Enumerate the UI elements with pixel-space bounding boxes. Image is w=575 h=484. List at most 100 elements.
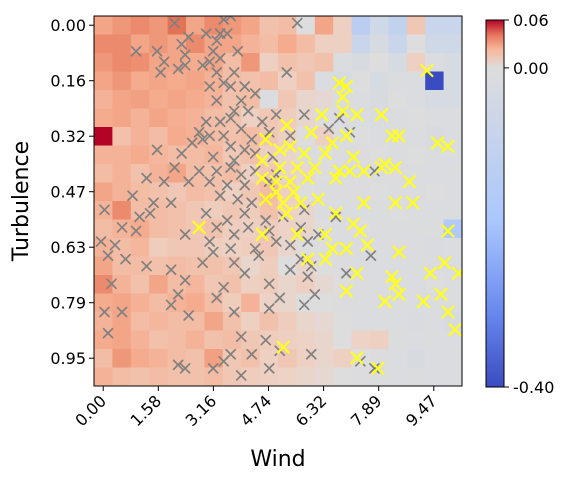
scatter-point — [255, 153, 269, 168]
scatter-point — [99, 204, 110, 216]
heatmap-cell — [241, 312, 261, 332]
scatter-point — [155, 67, 166, 78]
scatter-point — [283, 139, 297, 153]
scatter-point — [298, 204, 310, 216]
heatmap-cell — [222, 34, 242, 54]
heatmap-cell — [351, 275, 371, 295]
heatmap-cell — [278, 330, 297, 350]
heatmap-cell — [241, 34, 261, 54]
heatmap-cell — [351, 312, 371, 332]
heatmap-cell — [333, 238, 353, 258]
scatter-point — [246, 348, 258, 360]
heatmap-cell — [443, 108, 462, 128]
plot-frame — [93, 15, 463, 387]
heatmap-cell — [296, 312, 316, 332]
scatter-point — [346, 150, 360, 164]
heatmap-cell — [314, 201, 334, 221]
heatmap-cell — [443, 275, 462, 295]
scatter-point — [280, 118, 294, 132]
heatmap-cell — [222, 182, 242, 202]
scatter-point — [151, 45, 163, 57]
heatmap-cell — [296, 182, 316, 202]
scatter-point — [235, 331, 247, 343]
heatmap-cell — [167, 71, 187, 91]
heatmap-cell — [425, 201, 445, 221]
heatmap-cell — [167, 145, 187, 165]
scatter-point — [144, 207, 156, 219]
heatmap-cell — [130, 164, 150, 184]
scatter-point — [260, 334, 272, 346]
scatter-point — [269, 175, 283, 189]
heatmap-cell — [425, 145, 445, 165]
heatmap-cell — [351, 201, 371, 221]
heatmap-cell — [112, 201, 132, 221]
scatter-point — [228, 257, 240, 269]
scatter-point — [165, 299, 177, 311]
heatmap-cell — [443, 127, 462, 147]
heatmap-cell — [259, 293, 279, 313]
heatmap-cell — [204, 275, 224, 295]
heatmap-cell — [370, 16, 389, 36]
heatmap-cell — [388, 312, 408, 332]
scatter-point — [301, 171, 315, 185]
scatter-point — [434, 287, 448, 301]
heatmap-cell — [351, 71, 371, 91]
heatmap-cell — [130, 201, 150, 221]
scatter-point — [374, 108, 388, 122]
x-tick-label: 6.32 — [292, 391, 331, 430]
scatter-point — [263, 225, 275, 237]
scatter-point — [211, 292, 223, 304]
scatter-point — [260, 215, 272, 226]
scatter-point — [336, 90, 350, 104]
heatmap-cell — [167, 108, 187, 128]
scatter-point — [388, 277, 403, 291]
scatter-point — [263, 126, 275, 138]
heatmap-cell — [94, 145, 113, 165]
scatter-point — [259, 192, 273, 206]
heatmap-cell — [222, 201, 242, 221]
heatmap-cell — [149, 275, 169, 295]
scatter-point — [183, 310, 194, 321]
heatmap-cell — [388, 108, 408, 128]
scatter-point — [179, 274, 191, 286]
heatmap-cell — [149, 53, 169, 73]
scatter-point — [207, 363, 219, 374]
heatmap-cell — [443, 90, 462, 110]
heatmap-cell — [112, 71, 132, 91]
scatter-point — [214, 52, 226, 64]
scatter-point — [339, 284, 353, 298]
scatter-point — [193, 126, 205, 138]
heatmap-cell — [130, 330, 150, 350]
scatter-point — [350, 108, 364, 122]
y-tick-label: 0.95 — [50, 349, 86, 368]
heatmap-cell — [314, 53, 334, 73]
heatmap-cell — [149, 256, 169, 276]
heatmap-cell — [186, 275, 205, 295]
heatmap-cell — [241, 127, 261, 147]
heatmap-cell — [333, 127, 353, 147]
scatter-point — [158, 56, 170, 68]
heatmap-cell — [167, 238, 187, 258]
heatmap-cell — [443, 145, 462, 165]
heatmap-cell — [222, 219, 242, 239]
scatter-point — [99, 306, 110, 318]
heatmap-cell — [112, 275, 132, 295]
heatmap-cell — [333, 219, 353, 239]
heatmap-cell — [370, 293, 389, 313]
scatter-point — [218, 130, 230, 142]
heatmap-cell — [314, 90, 334, 110]
heatmap-cell — [333, 34, 353, 54]
heatmap-cell — [370, 90, 389, 110]
heatmap-cell — [222, 275, 242, 295]
scatter-point — [246, 197, 258, 209]
colorbar — [485, 19, 505, 388]
scatter-point — [249, 88, 261, 99]
scatter-point — [301, 252, 315, 266]
heatmap-cell — [149, 108, 169, 128]
scatter-point — [287, 185, 301, 199]
scatter-point — [402, 175, 417, 189]
scatter-point — [179, 59, 191, 71]
heatmap-cell — [94, 256, 113, 276]
heatmap-cell — [406, 145, 426, 165]
